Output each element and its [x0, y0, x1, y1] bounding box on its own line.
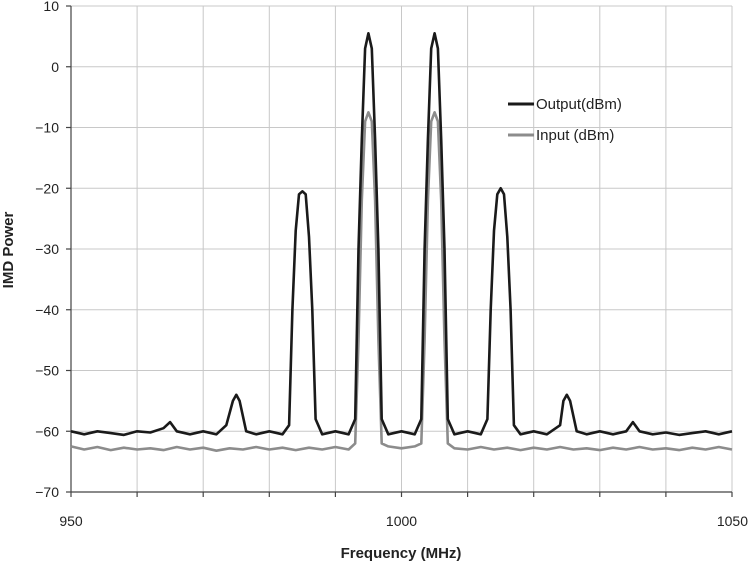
y-axis-title: IMD Power [0, 212, 17, 289]
legend: Output(dBm) Input (dBm) [508, 96, 622, 144]
axes [66, 5, 733, 497]
x-tick-label: 950 [59, 513, 83, 529]
y-tick-label: −10 [35, 120, 59, 136]
y-tick-label: 0 [51, 59, 59, 75]
legend-label: Output(dBm) [536, 96, 622, 113]
x-axis-title: Frequency (MHz) [341, 545, 462, 562]
y-tick-label: −40 [35, 302, 59, 318]
y-tick-label: −70 [35, 484, 59, 500]
x-tick-label: 1050 [717, 513, 748, 529]
y-tick-label: 10 [43, 0, 59, 14]
series-line [70, 31, 733, 437]
x-tick-label: 1000 [386, 513, 417, 529]
y-tick-label: −20 [35, 180, 59, 196]
legend-label: Input (dBm) [536, 127, 614, 144]
series-lines [70, 31, 733, 453]
y-tick-label: −60 [35, 423, 59, 439]
y-tick-label: −50 [35, 363, 59, 379]
series-line [70, 111, 733, 453]
y-tick-label: −30 [35, 241, 59, 257]
grid [70, 5, 733, 493]
